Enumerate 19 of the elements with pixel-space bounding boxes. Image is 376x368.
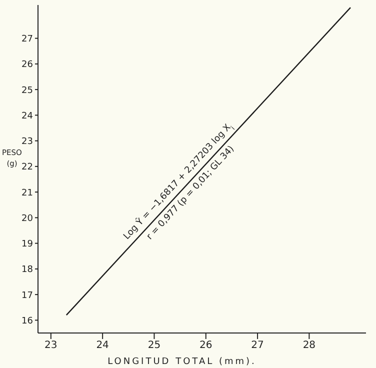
y-tick-label: 24 (22, 111, 34, 122)
x-tick-label: 28 (302, 340, 316, 352)
x-tick-label: 23 (44, 340, 58, 352)
x-tick-label: 26 (200, 340, 212, 352)
y-tick-label: 19 (22, 240, 34, 250)
y-tick-label: 22 (22, 162, 33, 173)
x-tick-label: 24 (96, 340, 109, 352)
y-tick-label: 21 (22, 188, 33, 198)
y-tick-label: 26 (22, 60, 34, 70)
y-tick-label: 20 (22, 214, 34, 224)
y-tick-label: 16 (22, 316, 34, 326)
y-tick-label: 27 (22, 34, 33, 45)
y-tick-label: 25 (22, 86, 33, 96)
y-tick-label: 17 (22, 290, 33, 301)
y-tick-label: 18 (22, 265, 34, 276)
y-tick-label: 23 (22, 137, 33, 148)
x-tick-label: 27 (251, 340, 264, 352)
x-tick-label: 25 (148, 340, 161, 352)
x-axis-title: LONGITUD TOTAL (mm). (108, 357, 256, 367)
